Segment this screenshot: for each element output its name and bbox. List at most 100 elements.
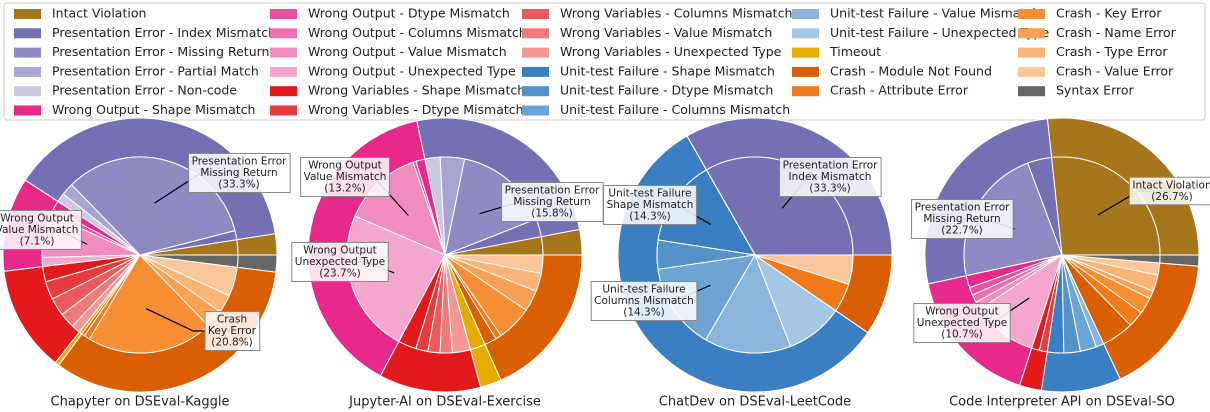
legend-label: Presentation Error - Missing Return [52,44,269,59]
legend-swatch [270,9,297,19]
annotation: Wrong Output Value Mismatch (7.1%) [0,210,82,250]
annotation: Intact Violation (26.7%) [1128,176,1210,206]
legend-label: Crash - Attribute Error [830,83,969,98]
legend-swatch [1018,9,1045,19]
legend-label: Wrong Output - Value Mismatch [308,44,507,59]
annotation-text: Wrong Output Value Mismatch (7.1%) [0,213,78,248]
legend-swatch [522,66,549,77]
annotation: Presentation Error Missing Return (15.8%) [501,182,604,222]
annotation-box [204,311,261,351]
annotation-line: Index Mismatch [789,171,872,183]
legend-swatch [522,28,549,39]
legend-swatch [792,86,819,97]
annotation-line: Missing Return [513,196,590,208]
legend-label: Presentation Error - Non-code [52,83,237,98]
legend-swatch [522,47,549,58]
legend-label: Unit-test Failure - Value Mismatch [830,6,1040,21]
legend-label: Crash - Value Error [1056,63,1174,78]
legend-label: Wrong Output - Shape Mismatch [52,102,255,117]
annotation-line: Presentation Error [783,160,879,172]
annotation: Wrong Output Unexpected Type (23.7%) [291,242,389,282]
legend-swatch [1018,28,1045,39]
annotation-line: Crash [217,314,247,326]
legend-label: Wrong Variables - Value Mismatch [560,25,772,40]
annotation-line: (33.3%) [809,183,851,195]
inner-slice [88,254,209,354]
annotation-box [779,157,882,197]
annotation: Wrong Output Value Mismatch (13.2%) [300,157,390,197]
legend-label: Crash - Key Error [1056,6,1162,21]
annotation-line: (14.3%) [629,211,671,223]
legend-swatch [792,47,819,58]
chart-title: Jupyter-AI on DSEval-Exercise [348,395,541,410]
annotation: Crash Key Error (20.8%) [204,311,261,351]
legend-swatch [522,86,549,97]
annotation-line: Missing Return [200,167,277,179]
annotation: Unit-test Failure Columns Mismatch (14.3%) [590,281,698,321]
annotation-line: Wrong Output [303,245,377,257]
legend-swatch [1018,66,1045,77]
legend-label: Unit-test Failure - Shape Mismatch [560,63,775,78]
legend-label: Unit-test Failure - Unexpected Type [830,25,1049,40]
legend-swatch [14,28,41,39]
inner-slice [1061,254,1161,264]
legend-swatch [1018,47,1045,58]
legend-label: Crash - Module Not Found [830,63,992,78]
annotation-line: (10.7%) [941,329,983,341]
inner-slice [139,254,239,268]
annotation-line: (15.8%) [531,208,573,220]
legend-swatch [792,9,819,19]
legend-swatch [14,9,41,19]
legend-label: Wrong Output - Dtype Mismatch [308,6,510,21]
legend-label: Timeout [829,44,881,59]
annotation-text: Wrong Output Unexpected Type (10.7%) [917,306,1007,341]
legend-label: Syntax Error [1056,83,1135,98]
legend-swatch [522,105,549,116]
legend-label: Wrong Output - Columns Mismatch [308,25,527,40]
legend-label: Presentation Error - Partial Match [52,63,259,78]
annotation-line: (23.7%) [319,268,361,280]
annotation-line: Value Mismatch [304,171,387,183]
annotation-line: (26.7%) [1151,191,1193,203]
annotation: Presentation Error Index Mismatch (33.3%) [779,157,882,197]
annotation-line: (14.3%) [623,307,665,319]
legend-label: Wrong Variables - Unexpected Type [560,44,782,59]
annotation-line: Unit-test Failure [608,188,691,200]
annotation-line: Unexpected Type [917,317,1007,329]
annotation: Presentation Error Missing Return (22.7%) [911,199,1014,239]
annotation-box [913,303,1011,343]
annotation-text: Presentation Error Missing Return (33.3%) [192,156,288,191]
annotation-box [0,210,82,250]
annotation-line: Unit-test Failure [602,284,685,296]
legend-swatch [270,66,297,77]
annotation-box [188,153,291,193]
annotation-line: Intact Violation [1132,179,1210,191]
legend-swatch [14,86,41,97]
annotation-line: Value Mismatch [0,224,78,236]
annotation-text: Unit-test Failure Columns Mismatch (14.3%) [594,284,694,319]
annotation-line: Presentation Error [505,185,601,197]
legend-swatch [522,9,549,19]
annotation-line: (33.3%) [218,179,260,191]
annotation-box [291,242,389,282]
annotation-text: Wrong Output Unexpected Type (23.7%) [295,245,385,280]
annotation-box [501,182,604,222]
legend-label: Presentation Error - Index Mismatch [52,25,276,40]
annotation-box [603,185,697,225]
chart-title: ChatDev on DSEval-LeetCode [659,395,851,410]
annotation-line: Columns Mismatch [594,295,694,307]
annotation-box [590,281,698,321]
annotation-text: Presentation Error Missing Return (22.7%) [915,202,1011,237]
annotation-line: Wrong Output [0,213,74,225]
legend-label: Wrong Variables - Dtype Mismatch [308,102,524,117]
annotation-line: Wrong Output [925,306,999,318]
legend-label: Wrong Variables - Shape Mismatch [308,83,525,98]
annotation-line: Presentation Error [915,202,1011,214]
annotation: Presentation Error Missing Return (33.3%) [188,153,291,193]
legend-label: Crash - Name Error [1056,25,1177,40]
legend-swatch [270,28,297,39]
legend-swatch [270,86,297,97]
legend-label: Unit-test Failure - Dtype Mismatch [560,83,773,98]
annotation-text: Presentation Error Missing Return (15.8%) [505,185,601,220]
